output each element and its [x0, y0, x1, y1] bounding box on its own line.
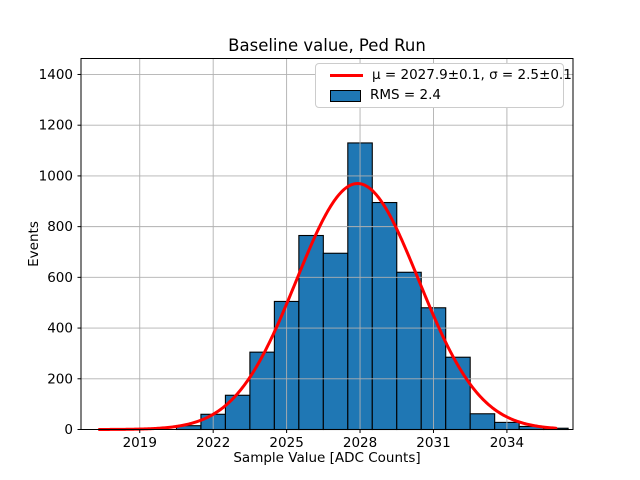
histogram-bar — [396, 271, 422, 431]
fit-line-swatch-icon — [330, 74, 363, 77]
axes-spines — [80, 58, 574, 430]
x-tick-label: 2019 — [123, 435, 157, 451]
histogram-bar — [445, 356, 471, 431]
histogram-bar — [371, 201, 398, 431]
gaussian-fit-curve — [97, 182, 558, 431]
y-tick-label: 0 — [64, 422, 73, 438]
x-axis-label: Sample Value [ADC Counts] — [233, 450, 421, 466]
x-tick-label: 2025 — [269, 435, 303, 451]
x-tick-label: 2031 — [416, 435, 450, 451]
legend: μ = 2027.9±0.1, σ = 2.5±0.1 RMS = 2.4 — [315, 63, 572, 108]
x-tick-label: 2028 — [343, 435, 377, 451]
y-tick-label: 800 — [47, 219, 73, 235]
legend-fit-label: μ = 2027.9±0.1, σ = 2.5±0.1 — [372, 67, 572, 83]
x-tick-label: 2022 — [196, 435, 230, 451]
y-tick-label: 1400 — [39, 67, 73, 83]
histogram-swatch-icon — [330, 89, 361, 102]
histogram-bar — [249, 351, 275, 431]
y-tick-label: 1200 — [39, 118, 73, 134]
y-tick-label: 600 — [47, 270, 73, 286]
y-tick-label: 200 — [47, 371, 73, 387]
histogram-bar — [469, 413, 496, 431]
y-tick-label: 400 — [47, 321, 73, 337]
y-tick-label: 1000 — [39, 168, 73, 184]
legend-hist-label: RMS = 2.4 — [370, 87, 441, 103]
legend-entry-fit: μ = 2027.9±0.1, σ = 2.5±0.1 — [330, 67, 572, 84]
y-axis-label: Events — [26, 221, 42, 267]
x-tick-label: 2034 — [490, 435, 524, 451]
histogram-bar — [322, 252, 349, 431]
legend-entry-hist: RMS = 2.4 — [330, 87, 555, 104]
plot-title: Baseline value, Ped Run — [228, 36, 426, 55]
